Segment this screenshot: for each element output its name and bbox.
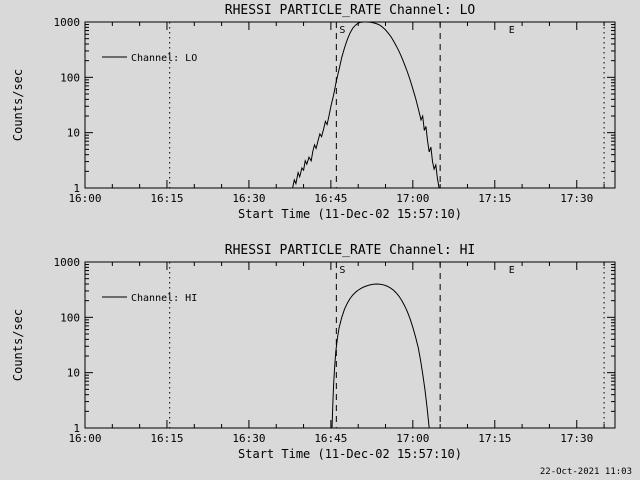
x-tick-label: 16:45 — [314, 192, 347, 205]
x-tick-label: 17:30 — [560, 432, 593, 445]
y-axis-label: Counts/sec — [11, 69, 25, 141]
event-label: E — [509, 25, 515, 36]
y-axis-label: Counts/sec — [11, 309, 25, 381]
x-tick-label: 17:00 — [396, 432, 429, 445]
x-tick-label: 16:00 — [68, 432, 101, 445]
legend-label: Channel: HI — [131, 293, 197, 304]
y-tick-label: 1 — [73, 422, 80, 435]
y-tick-label: 10 — [67, 127, 80, 140]
hi-particle-rate-chart: S E 16:00 16:15 16:30 16:45 17:00 17:15 17:30 1 10… — [11, 243, 616, 461]
plot-box — [84, 21, 616, 189]
x-tick-label: 17:00 — [396, 192, 429, 205]
x-tick-label: 16:00 — [68, 192, 101, 205]
data-curve — [331, 283, 430, 429]
y-tick-label: 100 — [60, 311, 80, 324]
data-curve — [292, 21, 440, 189]
x-axis-label: Start Time (11-Dec-02 15:57:10) — [238, 207, 462, 221]
y-tick-label: 100 — [60, 71, 80, 84]
y-tick-label: 1000 — [54, 256, 81, 269]
x-tick-label: 17:30 — [560, 192, 593, 205]
event-label: E — [509, 265, 515, 276]
x-tick-label: 16:15 — [150, 432, 183, 445]
chart-title: RHESSI PARTICLE_RATE Channel: LO — [225, 3, 476, 18]
x-tick-label: 17:15 — [478, 192, 511, 205]
x-axis-label: Start Time (11-Dec-02 15:57:10) — [238, 447, 462, 461]
chart-title: RHESSI PARTICLE_RATE Channel: HI — [225, 243, 475, 258]
x-tick-label: 16:15 — [150, 192, 183, 205]
y-tick-label: 1 — [73, 182, 80, 195]
lo-particle-rate-chart: S E 16:00 16:15 16:30 16:45 17:00 17:15 17:30 1 10… — [11, 3, 616, 221]
y-tick-label: 10 — [67, 367, 80, 380]
x-tick-label: 17:15 — [478, 432, 511, 445]
x-tick-label: 16:30 — [232, 432, 265, 445]
plot-box — [84, 261, 616, 429]
x-tick-label: 16:30 — [232, 192, 265, 205]
plot-creation-timestamp: 22-Oct-2021 11:03 — [539, 467, 632, 477]
legend-label: Channel: LO — [131, 53, 197, 64]
event-label: S — [339, 25, 345, 36]
y-tick-label: 1000 — [54, 16, 81, 29]
x-tick-label: 16:45 — [314, 432, 347, 445]
event-label: S — [339, 265, 345, 276]
